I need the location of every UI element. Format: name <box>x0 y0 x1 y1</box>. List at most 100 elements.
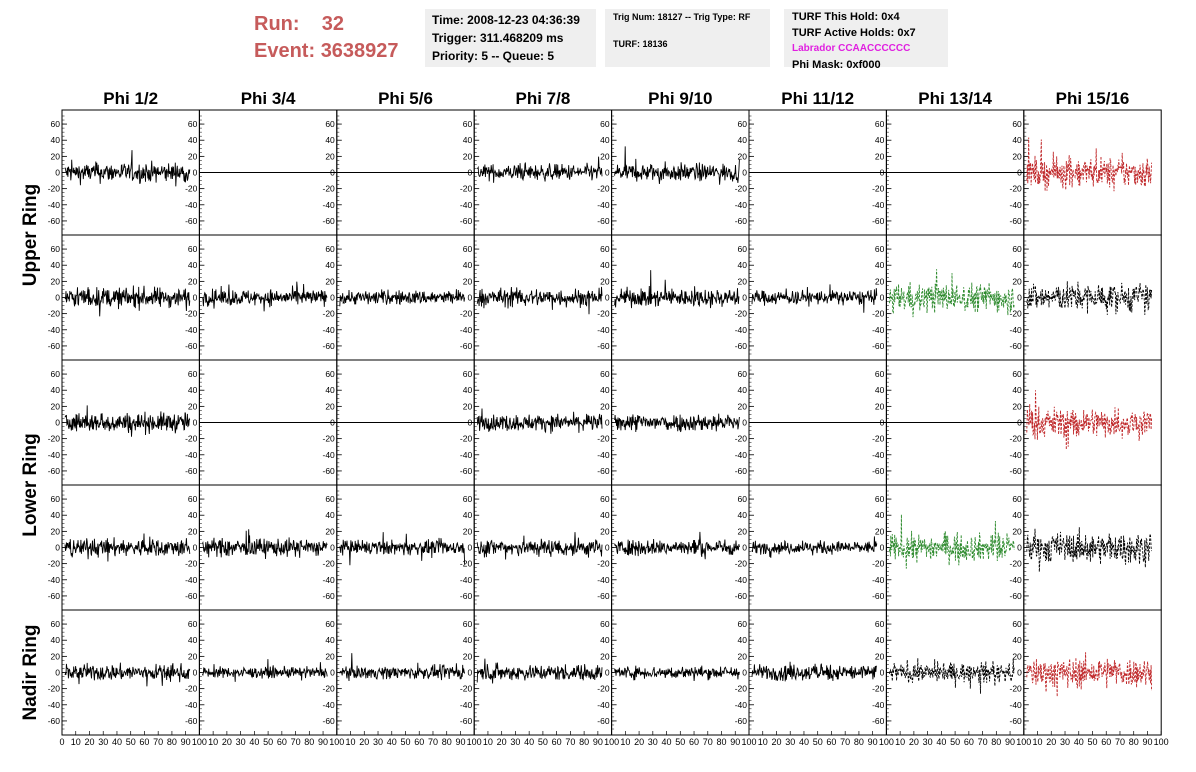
y-tick-label: 20 <box>188 151 198 161</box>
y-tick-label: -40 <box>323 200 336 210</box>
y-tick-label: -60 <box>872 591 885 601</box>
x-tick-label: 60 <box>552 737 562 747</box>
y-tick-label: 20 <box>875 151 885 161</box>
waveform-trace <box>1026 652 1153 697</box>
y-tick-label: 60 <box>51 494 61 504</box>
y-tick-label: 60 <box>463 244 473 254</box>
y-tick-label: -40 <box>323 450 336 460</box>
y-tick-label: 20 <box>463 151 473 161</box>
run-value: 32 <box>321 13 345 35</box>
y-tick-label: -60 <box>1010 216 1023 226</box>
y-tick-label: -20 <box>185 184 198 194</box>
y-tick-label: -40 <box>597 325 610 335</box>
x-tick-label: 20 <box>222 737 232 747</box>
y-tick-label: 60 <box>600 494 610 504</box>
x-tick-label: 60 <box>689 737 699 747</box>
y-tick-label: 40 <box>51 635 61 645</box>
x-tick-label: 100 <box>741 737 756 747</box>
y-tick-label: 40 <box>188 135 198 145</box>
y-tick-label: 40 <box>188 510 198 520</box>
y-tick-label: 40 <box>188 385 198 395</box>
column-title: Phi 13/14 <box>918 89 992 108</box>
y-tick-label: 20 <box>188 401 198 411</box>
y-tick-label: -20 <box>872 184 885 194</box>
y-tick-label: 0 <box>742 168 747 178</box>
x-tick-label: 90 <box>593 737 603 747</box>
x-tick-label: 70 <box>153 737 163 747</box>
y-tick-label: 40 <box>463 260 473 270</box>
y-tick-label: 20 <box>738 151 748 161</box>
y-tick-label: 60 <box>875 244 885 254</box>
x-tick-label: 30 <box>510 737 520 747</box>
y-tick-label: -20 <box>185 559 198 569</box>
column-title: Phi 5/6 <box>378 89 433 108</box>
y-tick-label: 40 <box>738 635 748 645</box>
waveform-trace <box>201 659 328 682</box>
y-tick-label: -60 <box>735 466 748 476</box>
y-tick-label: 60 <box>1012 494 1022 504</box>
y-tick-label: 40 <box>51 510 61 520</box>
waveform-trace <box>1026 281 1153 315</box>
y-tick-label: -60 <box>323 341 336 351</box>
y-tick-label: -40 <box>872 325 885 335</box>
waveform-trace <box>1026 137 1153 192</box>
x-tick-label: 50 <box>675 737 685 747</box>
priority-text: Priority: 5 -- Queue: 5 <box>432 49 555 63</box>
y-tick-label: -40 <box>735 700 748 710</box>
turf-info-box: TURF This Hold: 0x4 TURF Active Holds: 0… <box>784 9 948 71</box>
x-tick-label: 10 <box>346 737 356 747</box>
y-tick-label: -60 <box>735 216 748 226</box>
x-tick-label: 80 <box>304 737 314 747</box>
x-tick-label: 50 <box>813 737 823 747</box>
y-tick-label: -60 <box>735 591 748 601</box>
y-tick-label: -20 <box>872 309 885 319</box>
time-info-box: Time: 2008-12-23 04:36:39 Trigger: 311.4… <box>425 9 596 67</box>
y-tick-label: -20 <box>597 434 610 444</box>
waveform-trace <box>202 281 328 312</box>
y-tick-label: 20 <box>738 276 748 286</box>
y-tick-label: -40 <box>460 700 473 710</box>
y-tick-label: 40 <box>325 510 335 520</box>
event-value: 3638927 <box>320 40 399 62</box>
y-tick-label: -40 <box>185 450 198 460</box>
event-label: Event: <box>254 40 316 62</box>
x-tick-label: 20 <box>1046 737 1056 747</box>
y-tick-label: 40 <box>1012 385 1022 395</box>
y-tick-label: -60 <box>597 216 610 226</box>
y-tick-label: 60 <box>1012 244 1022 254</box>
y-tick-label: 0 <box>55 293 60 303</box>
y-tick-label: -60 <box>185 466 198 476</box>
x-tick-label: 60 <box>139 737 149 747</box>
y-tick-label: 20 <box>51 651 61 661</box>
y-tick-label: 60 <box>325 494 335 504</box>
y-tick-label: 20 <box>738 651 748 661</box>
x-tick-label: 20 <box>909 737 919 747</box>
y-tick-label: -60 <box>48 466 61 476</box>
y-tick-label: 0 <box>605 418 610 428</box>
y-tick-label: 0 <box>605 168 610 178</box>
y-tick-label: -20 <box>872 434 885 444</box>
waveform-trace <box>614 146 740 185</box>
y-tick-label: 0 <box>193 543 198 553</box>
y-tick-label: -40 <box>872 700 885 710</box>
y-tick-label: -20 <box>597 684 610 694</box>
x-tick-label: 90 <box>1005 737 1015 747</box>
x-tick-label: 60 <box>1101 737 1111 747</box>
waveform-trace <box>476 532 603 560</box>
x-tick-label: 100 <box>329 737 344 747</box>
x-tick-label: 30 <box>373 737 383 747</box>
x-tick-label: 10 <box>208 737 218 747</box>
y-tick-label: 20 <box>600 526 610 536</box>
y-tick-label: -20 <box>48 434 61 444</box>
y-tick-label: 20 <box>600 651 610 661</box>
y-tick-label: 0 <box>467 543 472 553</box>
x-tick-label: 100 <box>604 737 619 747</box>
waveform-trace <box>888 514 1015 569</box>
y-tick-label: 60 <box>188 244 198 254</box>
y-tick-label: -40 <box>48 325 61 335</box>
row-group-label: Upper Ring <box>20 184 41 286</box>
y-tick-label: 0 <box>193 668 198 678</box>
y-tick-label: 60 <box>600 619 610 629</box>
x-tick-label: 30 <box>1060 737 1070 747</box>
